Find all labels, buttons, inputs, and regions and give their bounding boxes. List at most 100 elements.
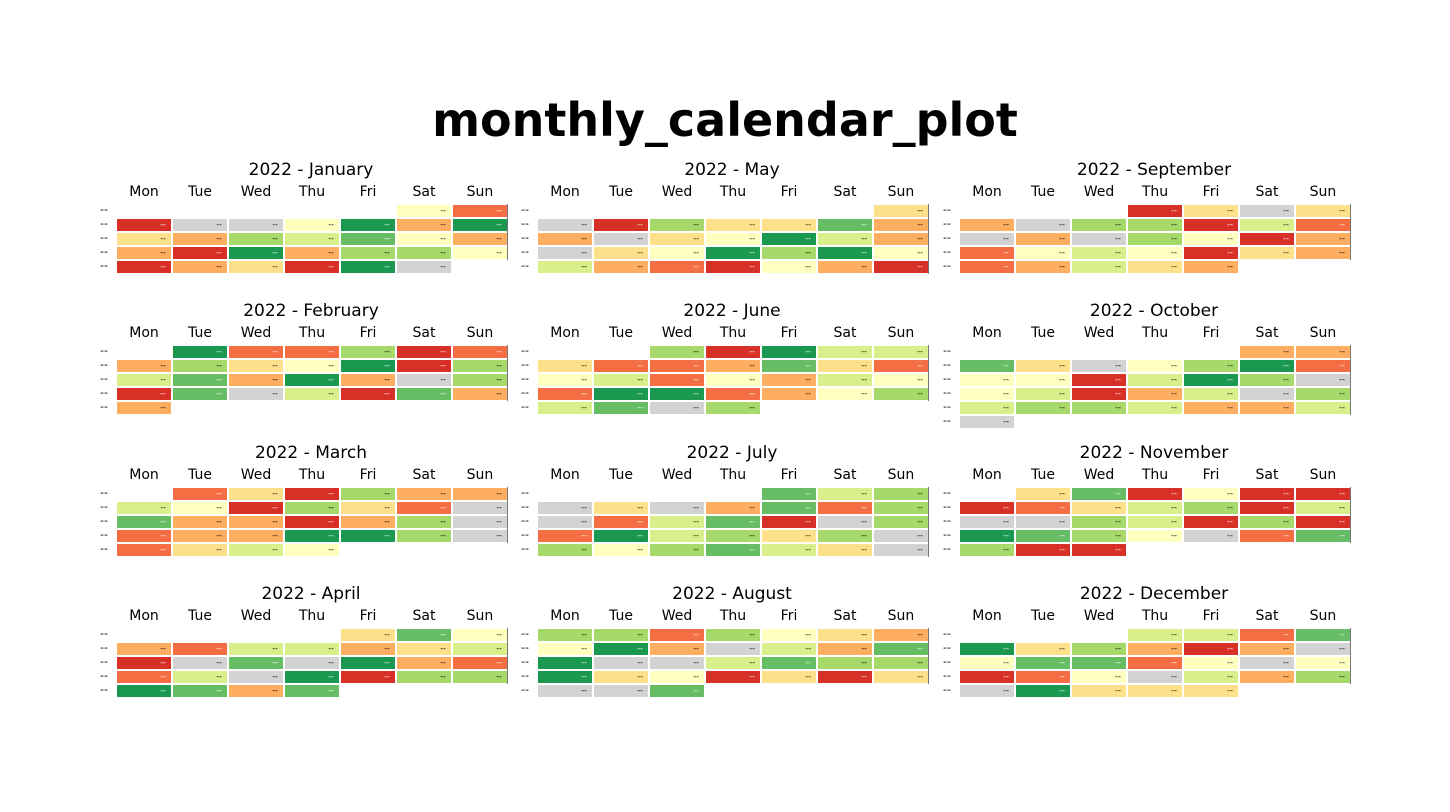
day-cell: -- [874, 530, 928, 542]
day-value: -- [216, 234, 222, 243]
day-cell: -- [650, 388, 704, 400]
day-value: -- [581, 248, 587, 257]
day-cell: -- [285, 488, 339, 500]
day-cell: -- [538, 360, 592, 372]
day-value: -- [1227, 234, 1233, 243]
week-row-label: -- [943, 217, 951, 230]
day-cell: -- [706, 502, 760, 514]
day-value: -- [1115, 658, 1121, 667]
day-value: -- [272, 658, 278, 667]
day-cell: -- [762, 671, 816, 683]
weekday-label: Mon [129, 184, 159, 200]
day-cell: -- [1016, 502, 1070, 514]
day-cell: -- [538, 516, 592, 528]
day-value: -- [496, 248, 502, 257]
week-row-label: -- [943, 542, 951, 555]
day-cell: -- [1128, 657, 1182, 669]
day-cell: -- [397, 530, 451, 542]
day-value: -- [1227, 517, 1233, 526]
day-value: -- [917, 503, 923, 512]
week-row-label: -- [943, 500, 951, 513]
day-value: -- [1283, 248, 1289, 257]
day-cell: -- [874, 502, 928, 514]
day-cell: -- [453, 219, 507, 231]
day-value: -- [1003, 672, 1009, 681]
day-value: -- [917, 248, 923, 257]
day-value: -- [581, 234, 587, 243]
day-cell: -- [1184, 205, 1238, 217]
day-value: -- [1115, 248, 1121, 257]
day-value: -- [581, 403, 587, 412]
day-value: -- [272, 503, 278, 512]
day-value: -- [160, 517, 166, 526]
day-value: -- [496, 347, 502, 356]
week-row-label: -- [100, 372, 108, 385]
day-value: -- [160, 248, 166, 257]
day-value: -- [805, 644, 811, 653]
weekday-label: Fri [780, 467, 798, 483]
day-value: -- [440, 389, 446, 398]
month-title: 2022 - April [261, 584, 361, 604]
day-value: -- [861, 389, 867, 398]
day-cell: -- [1128, 261, 1182, 273]
weekday-label: Mon [972, 184, 1002, 200]
day-cell: -- [117, 388, 171, 400]
day-value: -- [693, 517, 699, 526]
day-cell: -- [229, 261, 283, 273]
day-cell: -- [453, 530, 507, 542]
day-value: -- [384, 672, 390, 681]
week-row-label: -- [943, 528, 951, 541]
day-cell: -- [341, 629, 395, 641]
day-value: -- [1227, 630, 1233, 639]
day-value: -- [328, 489, 334, 498]
day-cell: -- [341, 657, 395, 669]
day-cell: -- [173, 247, 227, 259]
day-value: -- [1227, 503, 1233, 512]
day-value: -- [1171, 403, 1177, 412]
day-value: -- [384, 361, 390, 370]
day-cell: -- [960, 502, 1014, 514]
day-cell: -- [762, 516, 816, 528]
day-value: -- [861, 234, 867, 243]
day-value: -- [1059, 375, 1065, 384]
day-cell: -- [650, 233, 704, 245]
day-cell: -- [173, 544, 227, 556]
day-value: -- [216, 672, 222, 681]
day-cell: -- [117, 643, 171, 655]
day-value: -- [861, 503, 867, 512]
day-value: -- [496, 644, 502, 653]
day-value: -- [1339, 630, 1345, 639]
day-cell: -- [453, 247, 507, 259]
day-value: -- [693, 403, 699, 412]
week-row-label: -- [521, 542, 529, 555]
day-cell: -- [960, 544, 1014, 556]
day-value: -- [1059, 389, 1065, 398]
day-value: -- [1171, 389, 1177, 398]
day-cell: -- [538, 402, 592, 414]
day-value: -- [581, 658, 587, 667]
day-value: -- [328, 503, 334, 512]
day-cell: -- [173, 516, 227, 528]
weekday-label: Thu [1141, 184, 1169, 200]
calendar-edge [507, 204, 508, 260]
weekday-label: Fri [780, 608, 798, 624]
day-cell: -- [173, 233, 227, 245]
day-value: -- [216, 503, 222, 512]
week-row-label: -- [100, 627, 108, 640]
day-cell: -- [341, 671, 395, 683]
week-row-label: -- [943, 400, 951, 413]
day-value: -- [749, 234, 755, 243]
day-cell: -- [818, 657, 872, 669]
day-value: -- [216, 262, 222, 271]
week-row-label: -- [943, 245, 951, 258]
month-calendar: 2022 - July Mon Tue Wed Thu Fri Sat Sun -- -- -- --… [521, 443, 929, 578]
day-cell: -- [117, 502, 171, 514]
day-value: -- [1227, 262, 1233, 271]
weekday-label: Wed [240, 608, 272, 624]
day-value: -- [693, 503, 699, 512]
day-value: -- [1115, 389, 1121, 398]
day-cell: -- [1016, 247, 1070, 259]
day-cell: -- [874, 374, 928, 386]
day-cell: -- [1128, 671, 1182, 683]
day-value: -- [1115, 220, 1121, 229]
